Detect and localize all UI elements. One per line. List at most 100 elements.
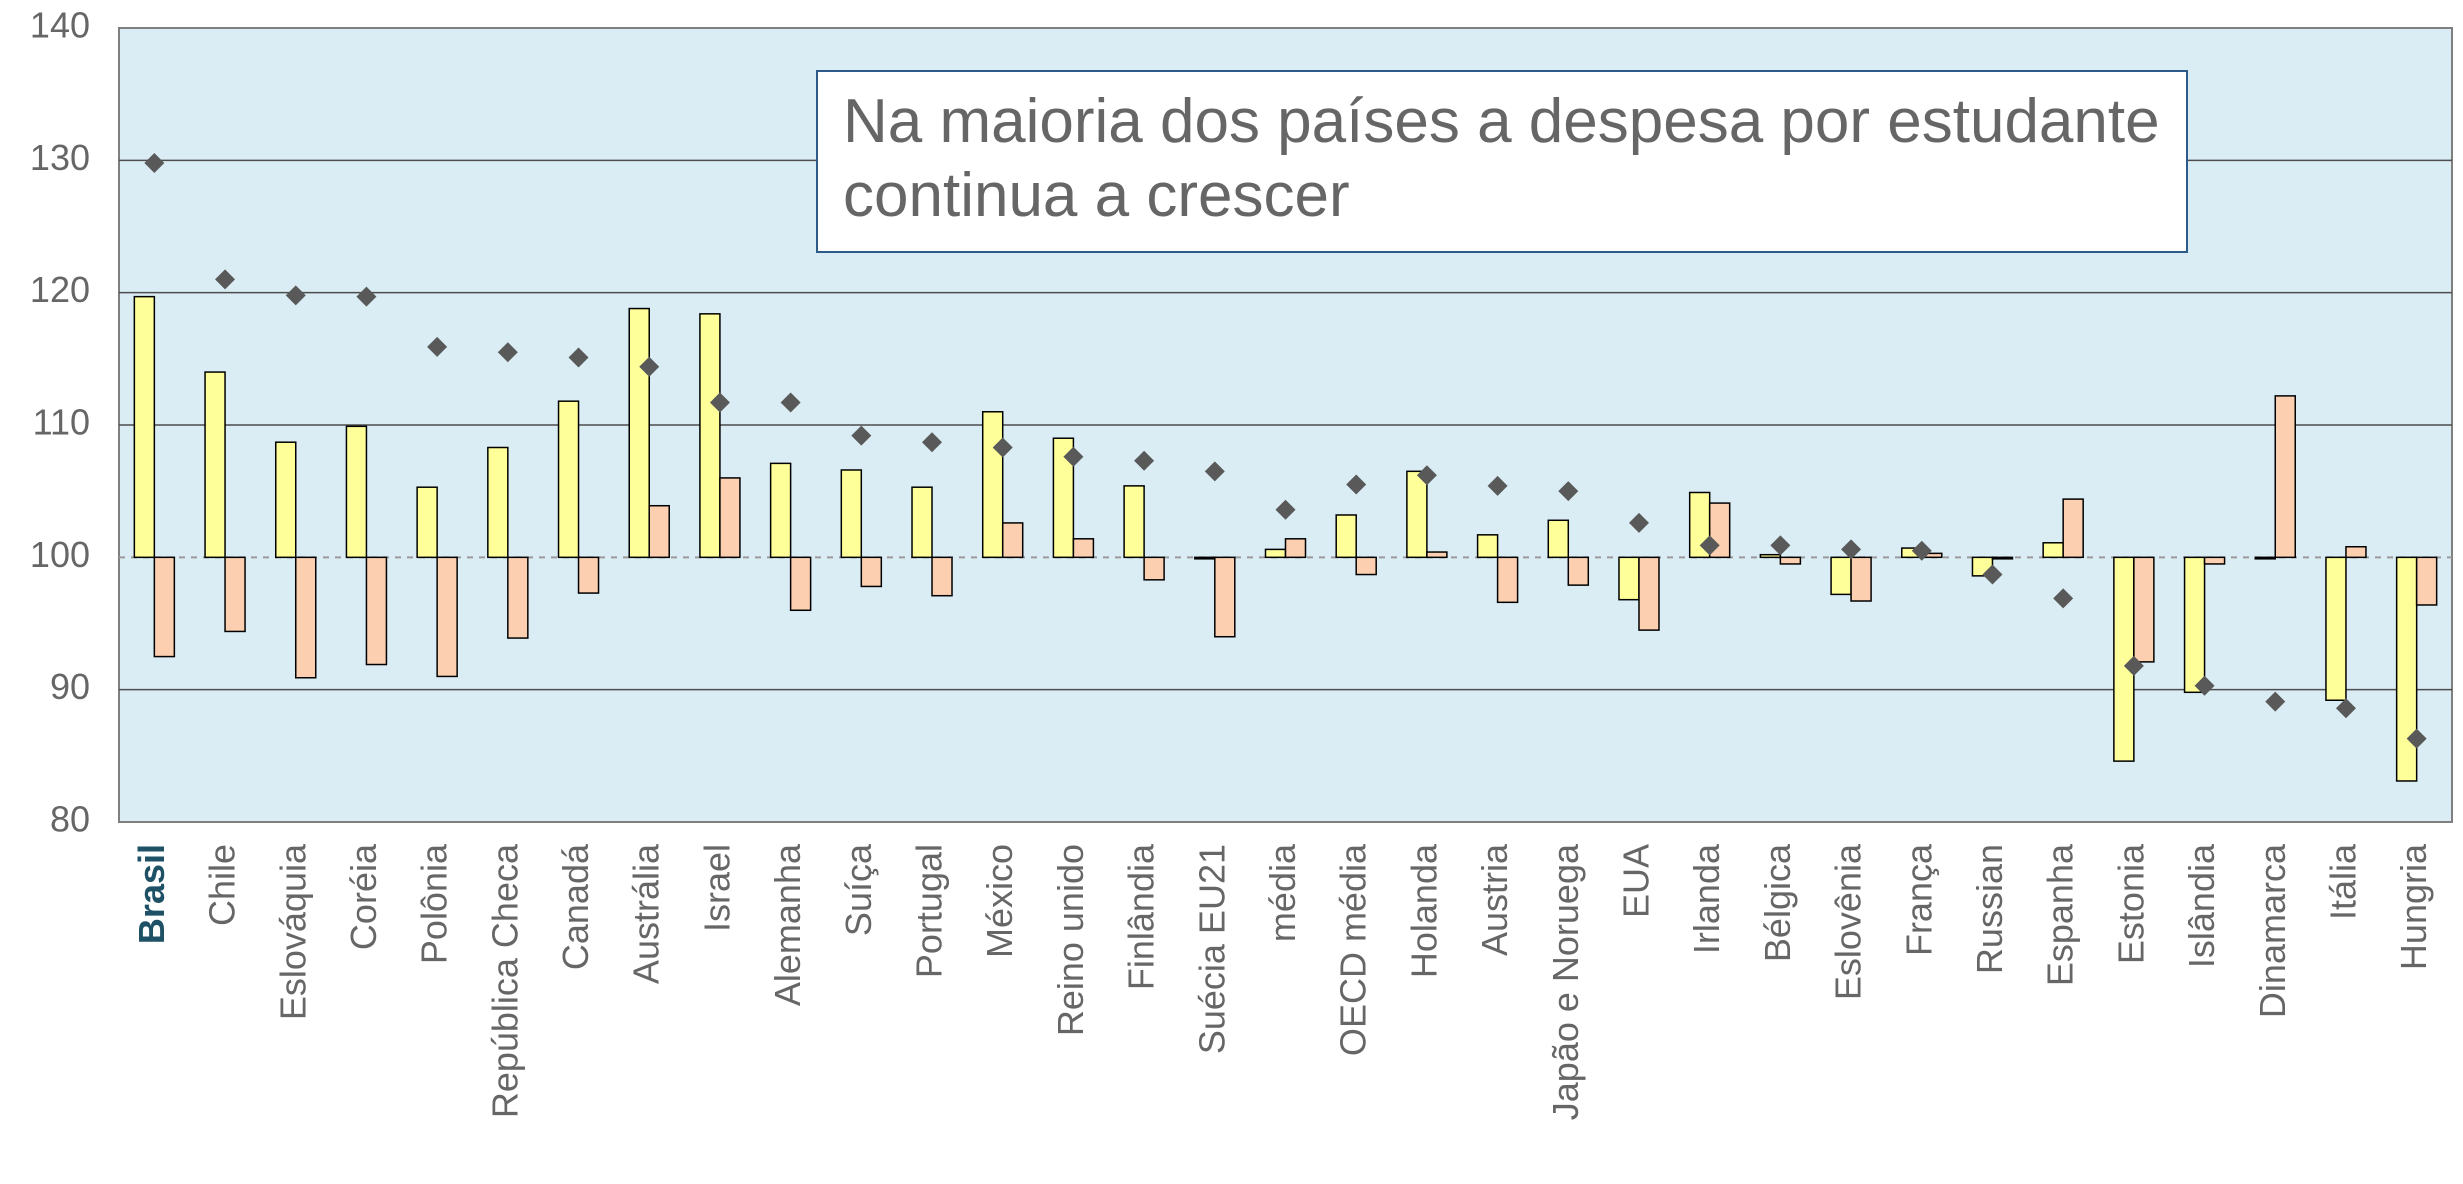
bar xyxy=(2254,556,2277,560)
diamond-marker xyxy=(1063,446,1084,467)
diamond-marker xyxy=(568,347,589,368)
diamond-marker xyxy=(709,392,730,413)
bar xyxy=(1638,556,1660,631)
bar xyxy=(1194,556,1216,560)
marks xyxy=(133,152,2438,782)
bar xyxy=(1567,556,1590,586)
bar xyxy=(153,556,176,658)
bar xyxy=(1830,556,1852,596)
bar xyxy=(2274,395,2297,559)
bar xyxy=(1779,556,1802,565)
bar xyxy=(1143,556,1165,581)
x-tick-label: Chile xyxy=(202,844,243,926)
x-tick-label: Austrália xyxy=(626,843,667,984)
bar xyxy=(699,313,721,559)
diamond-marker xyxy=(1275,499,1296,520)
diamond-marker xyxy=(2406,728,2427,749)
bar xyxy=(911,486,933,559)
bar xyxy=(648,504,670,559)
x-tick-label: Austria xyxy=(1474,843,1515,956)
diamond-marker xyxy=(2265,691,2286,712)
bar xyxy=(2042,542,2064,559)
bar xyxy=(1759,553,1782,559)
bar xyxy=(557,400,580,559)
bar xyxy=(769,462,792,559)
bar xyxy=(789,556,812,612)
x-tick-label: Russian xyxy=(1969,844,2010,974)
diamond-marker xyxy=(1982,564,2003,585)
x-tick-label: Brasil xyxy=(131,844,172,944)
diamond-marker xyxy=(1628,512,1649,533)
bar xyxy=(1264,548,1287,559)
x-tick-label: Holanda xyxy=(1403,843,1444,978)
diamond-marker xyxy=(2123,655,2144,676)
diamond-marker xyxy=(1487,475,1508,496)
diamond-marker xyxy=(1134,450,1155,471)
bar xyxy=(719,477,741,559)
bar xyxy=(224,556,246,633)
x-tick-label: média xyxy=(1262,843,1303,942)
y-tick-label: 120 xyxy=(30,269,90,310)
bar xyxy=(1072,538,1095,559)
y-tick-label: 90 xyxy=(50,666,90,707)
diamond-marker xyxy=(992,437,1013,458)
bar xyxy=(1496,556,1519,604)
bar xyxy=(204,371,226,559)
x-tick-label: Itália xyxy=(2322,843,2363,920)
annotation-holder: Na maioria dos países a despesa por estu… xyxy=(843,87,2160,230)
bar xyxy=(1355,556,1377,576)
x-tick-label: Suíça xyxy=(838,843,879,936)
x-tick-label: França xyxy=(1898,843,1939,956)
diamond-marker xyxy=(144,152,165,173)
bar xyxy=(577,556,600,594)
bar xyxy=(2395,556,2418,782)
diamond-marker xyxy=(851,425,872,446)
x-tick-label: Suécia EU21 xyxy=(1191,844,1232,1054)
bar xyxy=(1991,556,2014,560)
bar xyxy=(2325,556,2347,702)
x-tick-label: Japão e Noruega xyxy=(1545,843,1586,1120)
y-tick-label: 100 xyxy=(30,534,90,575)
bar xyxy=(2062,498,2084,559)
bar xyxy=(416,486,438,559)
x-tick-label: Islândia xyxy=(2181,843,2222,968)
x-tick-label: Irlanda xyxy=(1686,843,1727,954)
x-tick-label: Israel xyxy=(696,844,737,932)
y-tick-label: 130 xyxy=(30,137,90,178)
bar xyxy=(1476,534,1499,559)
x-tick-label: Finlândia xyxy=(1121,843,1162,990)
bar xyxy=(1335,514,1357,559)
diamond-marker xyxy=(1841,539,1862,560)
bar xyxy=(1426,551,1448,559)
bar xyxy=(436,556,458,678)
bar xyxy=(1850,556,1872,602)
bar xyxy=(2415,556,2438,606)
diamond-marker xyxy=(1558,481,1579,502)
bar xyxy=(1001,522,1024,559)
diamond-marker xyxy=(1416,465,1437,486)
x-tick-label: República Checa xyxy=(484,843,525,1118)
diamond-marker xyxy=(2194,675,2215,696)
x-tick-label: EUA xyxy=(1616,844,1657,918)
bar xyxy=(1123,485,1145,559)
bar xyxy=(345,425,368,559)
bar xyxy=(507,556,529,639)
x-tick-label: Dinamarca xyxy=(2252,843,2293,1018)
x-tick-label: Bélgica xyxy=(1757,843,1798,962)
x-tick-label: Coréia xyxy=(343,843,384,950)
annotation-box xyxy=(816,70,2188,253)
x-tick-label: Eslováquia xyxy=(272,843,313,1020)
x-tick-label: Alemanha xyxy=(767,843,808,1006)
bar xyxy=(2203,556,2226,565)
annotation: Na maioria dos países a despesa por estu… xyxy=(843,87,2160,230)
x-tick-label: Hungria xyxy=(2393,843,2434,970)
x-tick-label: Polônia xyxy=(414,843,455,964)
diamond-marker xyxy=(2053,588,2074,609)
bar xyxy=(2183,556,2206,694)
diamond-marker xyxy=(639,356,660,377)
y-tick-label: 140 xyxy=(30,5,90,46)
diamond-marker xyxy=(1911,540,1932,561)
x-tick-label: Reino unido xyxy=(1050,844,1091,1036)
diamond-marker xyxy=(215,269,236,290)
